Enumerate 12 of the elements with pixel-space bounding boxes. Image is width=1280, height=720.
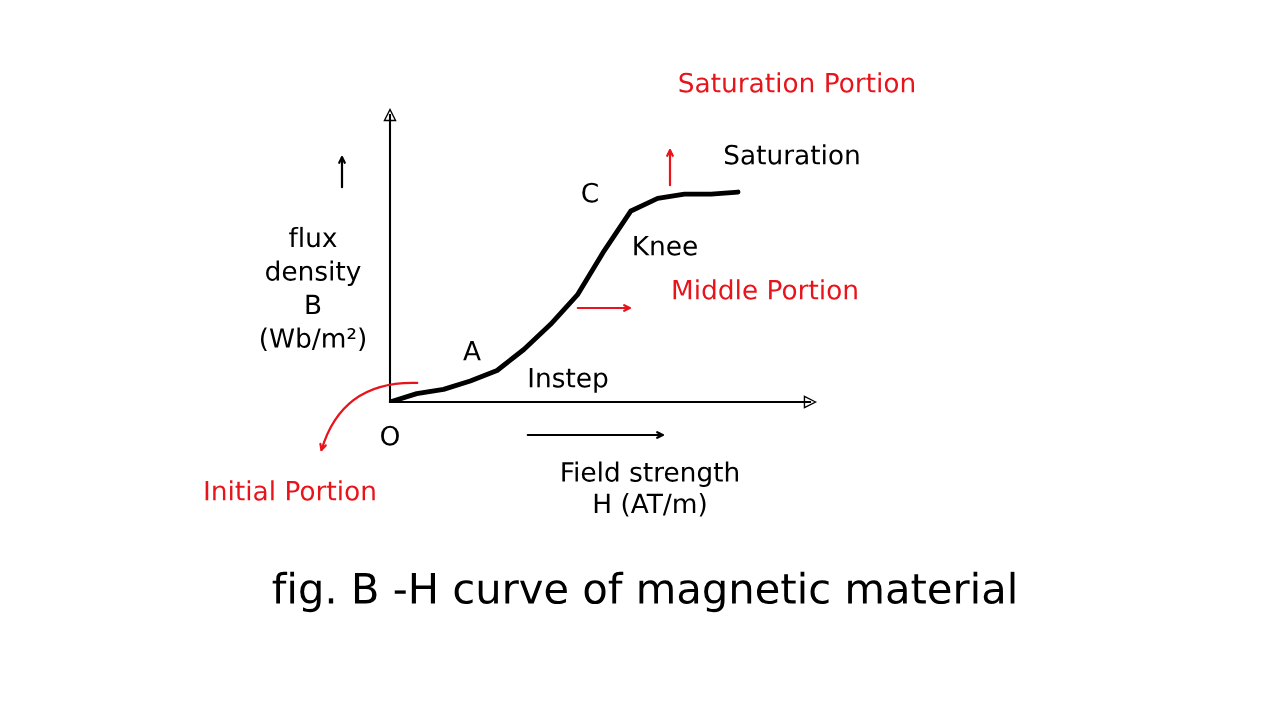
x-axis-title: Field strength H (AT/m) [562, 461, 738, 517]
annotation: Instep [529, 368, 608, 393]
annotation: Middle Portion [673, 279, 857, 300]
text: Initial Portion [205, 480, 375, 501]
annotation: A [463, 341, 481, 361]
text: Saturation Portion [679, 72, 914, 93]
text: Saturation [724, 144, 859, 165]
y-axis-title: flux density B (Wb/m²) [260, 226, 366, 352]
annotation: C [582, 182, 598, 203]
annotation: Knee [634, 236, 697, 256]
text: fig. B -H curve of magnetic material [272, 571, 1015, 613]
text: O [381, 425, 399, 446]
